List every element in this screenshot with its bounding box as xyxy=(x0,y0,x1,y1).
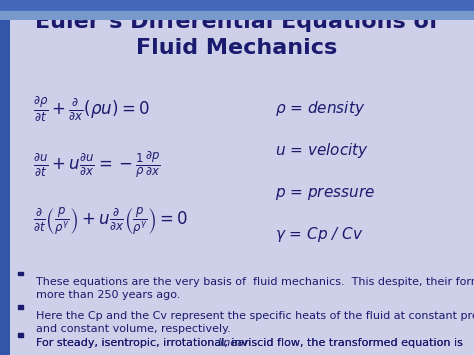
Text: $\frac{\partial \rho}{\partial t} + \frac{\partial}{\partial x}(\rho u) = 0$: $\frac{\partial \rho}{\partial t} + \fra… xyxy=(33,94,150,123)
Bar xyxy=(0,0,474,11)
Bar xyxy=(0,11,474,20)
Bar xyxy=(18,333,23,337)
Bar xyxy=(18,272,23,275)
Text: $p$ = pressure: $p$ = pressure xyxy=(275,185,375,202)
Text: $u$ = velocity: $u$ = velocity xyxy=(275,141,369,160)
Text: For steady, isentropic, irrotational, inviscid flow, the transformed equation is: For steady, isentropic, irrotational, in… xyxy=(36,338,474,348)
Bar xyxy=(18,305,23,309)
Text: For steady, isentropic, irrotational, inviscid flow, the transformed equation is: For steady, isentropic, irrotational, in… xyxy=(36,338,466,348)
Text: $\rho$ = density: $\rho$ = density xyxy=(275,99,365,118)
Text: Here the Cp and the Cv represent the specific heats of the fluid at constant pre: Here the Cp and the Cv represent the spe… xyxy=(36,311,474,334)
Text: $\frac{\partial}{\partial t}\left(\frac{p}{\rho^\gamma}\right) + u\frac{\partial: $\frac{\partial}{\partial t}\left(\frac{… xyxy=(33,206,189,238)
Text: These equations are the very basis of  fluid mechanics.  This despite, their for: These equations are the very basis of fl… xyxy=(36,277,474,300)
Text: Euler’s Differential Equations of
Fluid Mechanics: Euler’s Differential Equations of Fluid … xyxy=(35,12,439,58)
Text: $\gamma$ = Cp / Cv: $\gamma$ = Cp / Cv xyxy=(275,225,364,244)
Text: $\frac{\partial u}{\partial t} + u\frac{\partial u}{\partial x} = -\frac{1}{\rho: $\frac{\partial u}{\partial t} + u\frac{… xyxy=(33,150,161,180)
Text: For steady, isentropic, irrotational, inviscid flow, the transformed equation is: For steady, isentropic, irrotational, in… xyxy=(36,338,466,348)
Text: linear: linear xyxy=(218,338,249,348)
